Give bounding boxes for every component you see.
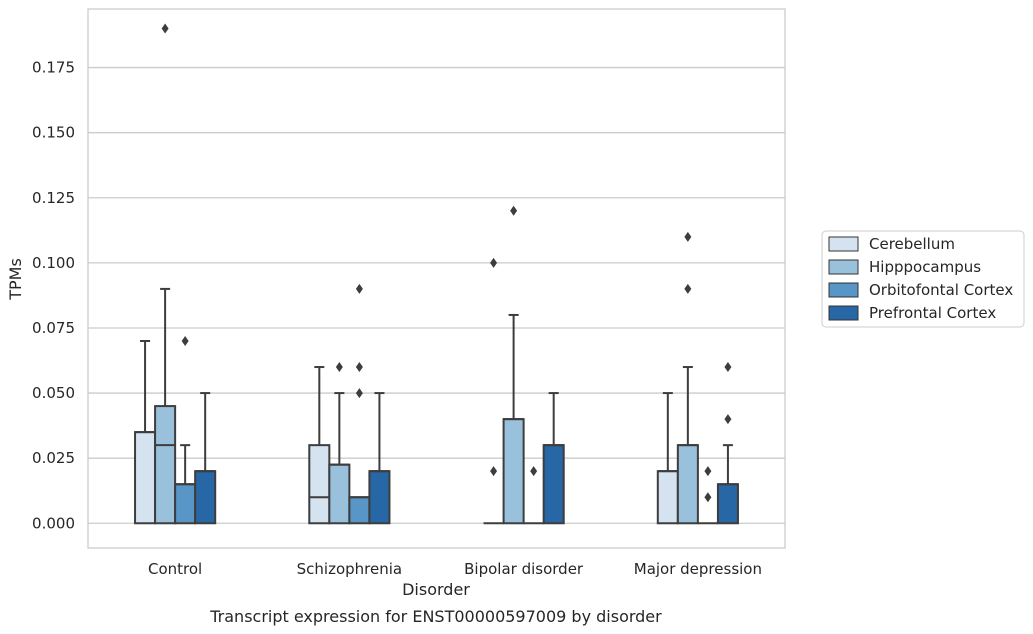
legend-swatch bbox=[828, 305, 859, 321]
box-3-2 bbox=[542, 392, 565, 525]
outlier-point bbox=[684, 231, 692, 242]
y-tick-labels: 0.000 0.025 0.050 0.075 0.100 0.125 0.150 0.175 bbox=[32, 59, 75, 533]
plot-frame bbox=[87, 8, 786, 549]
x-axis-title: Disorder bbox=[402, 580, 470, 599]
outlier-point bbox=[724, 414, 732, 425]
outlier-point bbox=[530, 466, 538, 477]
legend-label: Prefrontal Cortex bbox=[869, 304, 996, 322]
box-body bbox=[308, 444, 331, 525]
outlier-point bbox=[335, 362, 343, 373]
box-3-0 bbox=[194, 392, 217, 525]
y-tick-label: 0.100 bbox=[32, 254, 75, 272]
y-tick-label: 0.025 bbox=[32, 449, 75, 467]
outlier-point bbox=[510, 205, 518, 216]
box-0-1 bbox=[308, 366, 331, 525]
legend-swatch bbox=[828, 259, 859, 275]
legend-swatch bbox=[828, 236, 859, 252]
outlier-point bbox=[490, 466, 498, 477]
box-body bbox=[676, 444, 699, 525]
y-tick-label: 0.175 bbox=[32, 59, 75, 77]
box-2-0 bbox=[174, 444, 197, 525]
box-series bbox=[134, 287, 739, 525]
outlier-point bbox=[355, 388, 363, 399]
x-tick-label: Control bbox=[148, 560, 202, 578]
box-0-3 bbox=[656, 392, 679, 525]
legend: Cerebellum Hipppocampus Orbitofontal Corte… bbox=[821, 230, 1025, 328]
outlier-point bbox=[490, 257, 498, 268]
box-body bbox=[656, 470, 679, 525]
x-tick-label: Major depression bbox=[634, 560, 762, 578]
y-tick-label: 0.075 bbox=[32, 319, 75, 337]
box-body bbox=[134, 431, 157, 525]
outlier-point bbox=[355, 362, 363, 373]
outlier-point bbox=[181, 335, 189, 346]
legend-label: Cerebellum bbox=[869, 235, 955, 253]
legend-frame bbox=[821, 230, 1025, 328]
legend-swatch bbox=[828, 282, 859, 298]
box-1-2 bbox=[502, 313, 525, 525]
box-body bbox=[716, 483, 739, 525]
y-tick-label: 0.150 bbox=[32, 124, 75, 142]
box-1-3 bbox=[676, 366, 699, 525]
outlier-point bbox=[704, 466, 712, 477]
box-body bbox=[502, 418, 525, 525]
outlier-points bbox=[161, 23, 732, 503]
legend-label: Orbitofontal Cortex bbox=[869, 281, 1013, 299]
box-body bbox=[328, 463, 351, 525]
outlier-point bbox=[684, 283, 692, 294]
outlier-point bbox=[161, 23, 169, 34]
legend-label: Hipppocampus bbox=[869, 258, 981, 276]
outlier-point bbox=[704, 492, 712, 503]
box-body bbox=[174, 483, 197, 525]
y-tick-label: 0.000 bbox=[32, 514, 75, 532]
box-body bbox=[542, 444, 565, 525]
outlier-point bbox=[724, 362, 732, 373]
box-3-1 bbox=[368, 392, 391, 525]
y-tick-label: 0.125 bbox=[32, 189, 75, 207]
box-body bbox=[194, 470, 217, 525]
chart-caption: Transcript expression for ENST0000059700… bbox=[209, 607, 662, 626]
x-tick-label: Bipolar disorder bbox=[464, 560, 584, 578]
box-1-0 bbox=[154, 287, 177, 525]
x-tick-labels: Control Schizophrenia Bipolar disorder Majo… bbox=[148, 560, 762, 578]
box-1-1 bbox=[328, 392, 351, 525]
y-axis-title: TPMs bbox=[6, 258, 25, 301]
box-2-1 bbox=[348, 496, 371, 525]
y-tick-label: 0.050 bbox=[32, 384, 75, 402]
x-tick-label: Schizophrenia bbox=[297, 560, 402, 578]
box-body bbox=[368, 470, 391, 525]
box-0-0 bbox=[134, 339, 157, 525]
box-body bbox=[154, 405, 177, 525]
box-3-3 bbox=[716, 444, 739, 525]
box-body bbox=[348, 496, 371, 525]
outlier-point bbox=[355, 283, 363, 294]
